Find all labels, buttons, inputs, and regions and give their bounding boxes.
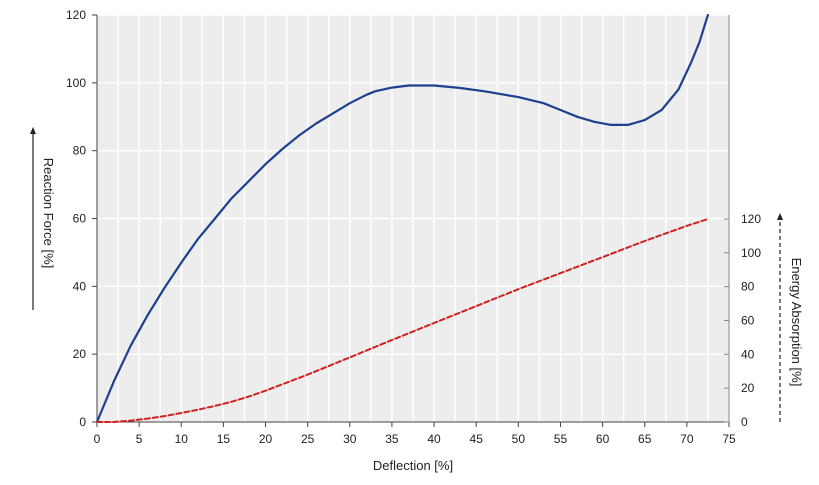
x-tick-label: 25 bbox=[301, 432, 315, 446]
axes bbox=[92, 14, 730, 427]
x-tick-label: 30 bbox=[343, 432, 357, 446]
x-tick-label: 40 bbox=[427, 432, 441, 446]
energy-absorption-line bbox=[96, 218, 709, 423]
y-left-tick-label: 20 bbox=[73, 347, 87, 361]
y-left-tick-label: 80 bbox=[73, 144, 87, 158]
y-right-tick-label: 60 bbox=[741, 314, 755, 328]
y-right-tick-label: 80 bbox=[741, 280, 755, 294]
x-tick-label: 10 bbox=[175, 432, 189, 446]
y-right-tick-label: 0 bbox=[741, 415, 748, 429]
x-tick-label: 5 bbox=[136, 432, 143, 446]
y-left-axis-title: Reaction Force [%] bbox=[41, 158, 56, 269]
x-tick-label: 45 bbox=[470, 432, 484, 446]
x-axis-title: Deflection [%] bbox=[373, 458, 453, 473]
y-left-tick-label: 100 bbox=[66, 76, 86, 90]
reaction-force-line bbox=[95, 13, 710, 424]
y-left-arrow-head bbox=[30, 127, 36, 134]
x-tick-label: 20 bbox=[259, 432, 273, 446]
y-right-tick-label: 120 bbox=[741, 212, 761, 226]
series-layer bbox=[95, 13, 710, 424]
tick-labels: 0 5 10 15 20 25 30 35 40 45 50 55 60 65 70 75 0 20 40 60 80 1… bbox=[66, 8, 761, 446]
x-tick-label: 60 bbox=[596, 432, 610, 446]
x-tick-label: 65 bbox=[638, 432, 652, 446]
y-right-tick-label: 100 bbox=[741, 246, 761, 260]
axis-titles: Deflection [%] Reaction Force [%] Energy A… bbox=[30, 127, 804, 473]
x-tick-label: 0 bbox=[94, 432, 101, 446]
x-tick-label: 35 bbox=[385, 432, 399, 446]
x-tick-label: 75 bbox=[722, 432, 736, 446]
y-left-tick-label: 40 bbox=[73, 279, 87, 293]
y-left-tick-label: 0 bbox=[79, 415, 86, 429]
x-tick-label: 55 bbox=[554, 432, 568, 446]
x-tick-label: 50 bbox=[512, 432, 526, 446]
y-right-axis-title: Energy Absorption [%] bbox=[789, 258, 804, 387]
grid-lines bbox=[97, 14, 729, 422]
x-tick-label: 15 bbox=[217, 432, 231, 446]
y-left-tick-label: 120 bbox=[66, 8, 86, 22]
x-tick-label: 70 bbox=[680, 432, 694, 446]
y-right-tick-label: 20 bbox=[741, 381, 755, 395]
y-left-tick-label: 60 bbox=[73, 212, 87, 226]
y-right-arrow-head bbox=[777, 213, 783, 220]
y-right-tick-label: 40 bbox=[741, 347, 755, 361]
